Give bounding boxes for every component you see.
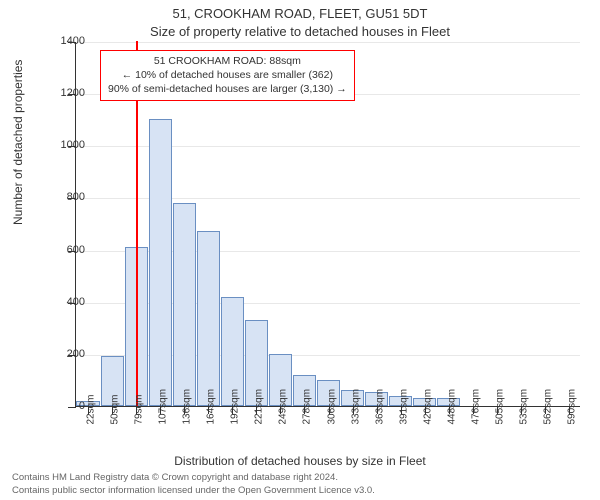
y-tick-label: 800 — [45, 191, 85, 203]
y-tick-label: 1200 — [45, 87, 85, 99]
y-tick-label: 0 — [45, 400, 85, 412]
footer-line-2: Contains public sector information licen… — [12, 485, 375, 497]
histogram-bar — [149, 119, 172, 406]
annotation-line-3: 90% of semi-detached houses are larger (… — [108, 82, 347, 96]
footer: Contains HM Land Registry data © Crown c… — [12, 472, 375, 497]
histogram-bar — [197, 231, 220, 406]
y-axis-title: Number of detached properties — [11, 60, 25, 225]
chart-title-sub: Size of property relative to detached ho… — [0, 24, 600, 39]
footer-line-1: Contains HM Land Registry data © Crown c… — [12, 472, 375, 484]
y-tick-label: 200 — [45, 348, 85, 360]
chart-title-main: 51, CROOKHAM ROAD, FLEET, GU51 5DT — [0, 6, 600, 21]
annotation-box: 51 CROOKHAM ROAD: 88sqm ← 10% of detache… — [100, 50, 355, 101]
y-tick-label: 1400 — [45, 35, 85, 47]
histogram-bar — [173, 203, 196, 406]
gridline — [76, 42, 580, 43]
x-axis-title: Distribution of detached houses by size … — [0, 454, 600, 468]
y-tick-label: 400 — [45, 296, 85, 308]
annotation-line-1: 51 CROOKHAM ROAD: 88sqm — [108, 54, 347, 68]
chart-container: 51, CROOKHAM ROAD, FLEET, GU51 5DT Size … — [0, 0, 600, 500]
annotation-line-2: ← 10% of detached houses are smaller (36… — [108, 68, 347, 82]
y-tick-label: 1000 — [45, 139, 85, 151]
y-tick-label: 600 — [45, 244, 85, 256]
